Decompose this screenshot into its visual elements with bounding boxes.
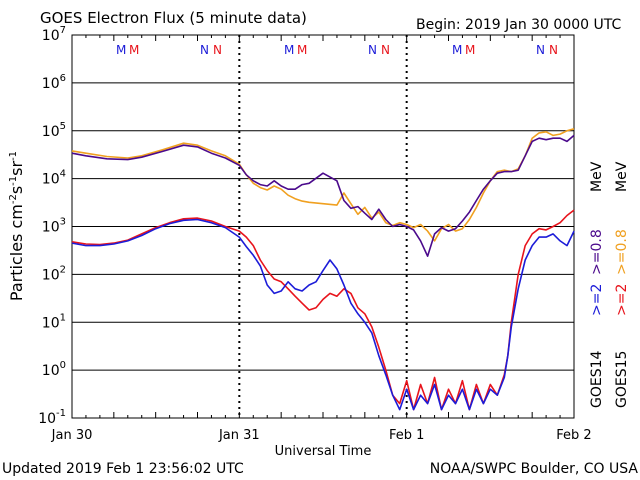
marker-m-goes15: M <box>465 43 475 57</box>
y-tick-label: 10-1 <box>38 408 66 427</box>
series-line <box>71 134 575 258</box>
marker-m-goes15: M <box>129 43 139 57</box>
y-tick-label: 102 <box>42 264 66 283</box>
y-tick-label: 105 <box>42 121 66 140</box>
legend-goes15-2mev: >=2 <box>614 284 630 316</box>
marker-m-goes14: M <box>452 43 462 57</box>
marker-n-goes15: N <box>549 43 558 57</box>
legend-goes15-08mev: >=0.8 <box>614 229 630 275</box>
series-line <box>71 128 575 242</box>
marker-n-goes15: N <box>381 43 390 57</box>
legend-goes14-08mev: >=0.8 <box>589 229 605 275</box>
marker-n-goes14: N <box>368 43 377 57</box>
x-axis-tick-labels: Jan 30 Jan 31 Feb 1 Feb 2 <box>51 428 592 443</box>
marker-m-goes15: M <box>297 43 307 57</box>
updated-timestamp: Updated 2019 Feb 1 23:56:02 UTC <box>2 461 244 477</box>
y-axis-tick-labels: 107 106 105 104 103 102 101 100 10-1 <box>38 25 66 427</box>
legend-unit-goes14: MeV <box>589 161 605 192</box>
legend-unit-goes15: MeV <box>614 161 630 192</box>
plot-area <box>71 34 575 419</box>
series-line <box>71 218 575 411</box>
marker-n-goes15: N <box>213 43 222 57</box>
x-tick-label: Jan 31 <box>218 428 260 443</box>
legend-goes14-2mev: >=2 <box>589 284 605 316</box>
y-tick-label: 104 <box>42 169 66 188</box>
y-tick-label: 103 <box>42 217 66 236</box>
x-tick-label: Feb 2 <box>556 428 591 443</box>
series-line <box>71 209 575 411</box>
y-tick-label: 100 <box>42 360 66 379</box>
marker-n-goes14: N <box>536 43 545 57</box>
marker-m-goes14: M <box>116 43 126 57</box>
x-axis-ticks <box>71 35 575 418</box>
marker-m-goes14: M <box>284 43 294 57</box>
x-tick-label: Feb 1 <box>389 428 424 443</box>
day-dividers <box>238 35 408 418</box>
data-series <box>71 128 575 411</box>
x-tick-label: Jan 30 <box>51 428 93 443</box>
y-tick-label: 106 <box>42 73 66 92</box>
legend-goes14: GOES14 <box>589 350 605 408</box>
legend: GOES14 GOES15 >=2 >=0.8 MeV >=2 >=0.8 Me… <box>589 161 630 408</box>
y-tick-label: 101 <box>42 312 66 331</box>
y-axis-label: Particles cm-2s-1sr-1 <box>7 151 26 301</box>
satellite-markers: M M N N M M N N M M N N <box>116 43 558 57</box>
credit: NOAA/SWPC Boulder, CO USA <box>430 461 639 477</box>
marker-n-goes14: N <box>200 43 209 57</box>
begin-time: Begin: 2019 Jan 30 0000 UTC <box>416 17 621 33</box>
y-tick-label: 107 <box>42 25 66 44</box>
x-axis-label: Universal Time <box>275 444 372 459</box>
chart-title: GOES Electron Flux (5 minute data) <box>40 9 307 27</box>
legend-goes15: GOES15 <box>614 351 630 408</box>
